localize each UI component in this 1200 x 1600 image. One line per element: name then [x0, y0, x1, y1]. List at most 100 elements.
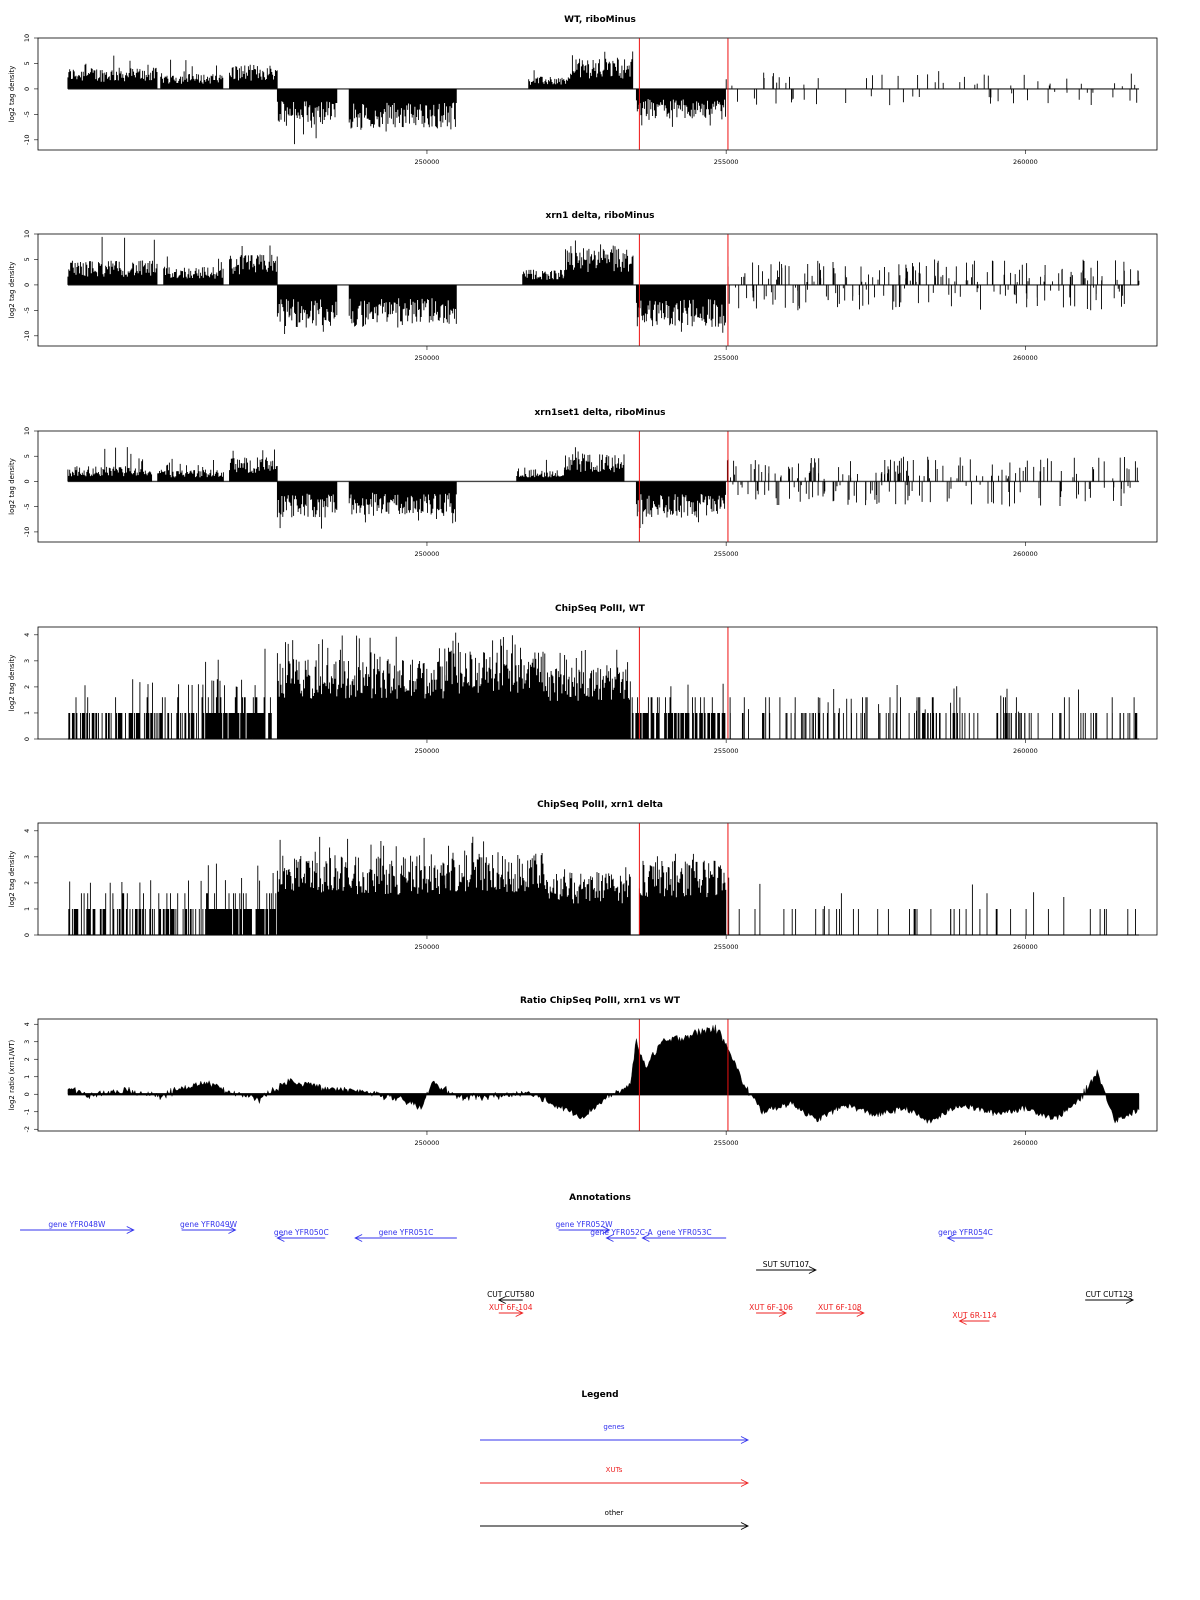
arrow-head — [856, 1309, 865, 1317]
x-tick-label: 260000 — [1013, 747, 1038, 755]
feature-xut-6f-104: XUT 6F-104 — [489, 1303, 533, 1317]
y-axis-label: log2 tag density — [8, 262, 16, 319]
legend-label: other — [605, 1509, 624, 1517]
x-axis: 250000 255000 260000 — [415, 935, 1038, 951]
legend-arrow — [480, 1522, 750, 1530]
data-series — [67, 236, 1140, 334]
data-series — [67, 836, 1140, 936]
arrow-head — [641, 1234, 650, 1242]
arrow-head — [740, 1522, 750, 1530]
feature-gene-yfr051c: gene YFR051C — [354, 1228, 457, 1242]
x-tick-label: 255000 — [714, 158, 739, 166]
y-tick-label: -5 — [23, 307, 31, 313]
x-tick-label: 260000 — [1013, 550, 1038, 558]
legend-entry-xuts: XUTs — [480, 1466, 750, 1487]
arrow-head — [497, 1296, 506, 1304]
x-tick-label: 255000 — [714, 550, 739, 558]
x-axis: 250000 255000 260000 — [415, 542, 1038, 558]
feature-label: XUT 6R-114 — [952, 1311, 997, 1320]
y-tick-label: 1 — [23, 711, 31, 715]
tag-density-bars — [67, 447, 1138, 529]
legend-label: genes — [603, 1423, 624, 1431]
feature-arrow — [605, 1234, 637, 1242]
feature-xut-6f-108: XUT 6F-108 — [815, 1303, 865, 1317]
plot-frame — [37, 1018, 1158, 1132]
y-tick-label: 5 — [23, 257, 31, 261]
x-axis: 250000 255000 260000 — [415, 346, 1038, 362]
tag-density-bars — [68, 836, 1136, 935]
feature-arrow — [354, 1234, 457, 1242]
ratio-area — [67, 1024, 1140, 1125]
x-tick-label: 260000 — [1013, 1139, 1038, 1147]
arrow-head — [354, 1234, 363, 1242]
arrow-head — [605, 1234, 614, 1242]
arrow-head — [778, 1309, 788, 1317]
y-tick-label: 10 — [23, 230, 31, 238]
feature-label: gene YFR050C — [274, 1228, 329, 1237]
y-tick-label: -10 — [23, 527, 31, 538]
tag-density-bars — [67, 236, 1140, 334]
y-axis: 0 1 2 3 4 log2 tag density — [8, 829, 38, 937]
feature-arrow — [756, 1266, 817, 1274]
y-tick-label: 4 — [23, 829, 31, 833]
y-tick-label: 2 — [23, 881, 31, 885]
tag-density-bars — [68, 632, 1138, 739]
legend-panel: Legend genes XUTs other — [480, 1390, 750, 1530]
panel-3: xrn1set1 delta, riboMinus -10 -5 0 5 10 log2 t… — [8, 408, 1158, 558]
arrow-head — [958, 1317, 967, 1325]
data-series — [67, 51, 1140, 145]
arrow-head — [1125, 1296, 1135, 1304]
arrow-head — [276, 1234, 285, 1242]
feature-arrow — [815, 1309, 865, 1317]
feature-cut-cut123: CUT CUT123 — [1085, 1290, 1135, 1304]
y-tick-label: -5 — [23, 503, 31, 509]
feature-cut-cut580: CUT CUT580 — [487, 1290, 535, 1304]
feature-arrow — [958, 1317, 990, 1325]
feature-gene-yfr052w: gene YFR052W — [556, 1220, 614, 1234]
arrow-head — [740, 1479, 750, 1487]
feature-gene-yfr050c: gene YFR050C — [274, 1228, 329, 1242]
legend-arrow — [480, 1479, 750, 1487]
x-axis: 250000 255000 260000 — [415, 1131, 1038, 1147]
y-tick-label: 4 — [23, 633, 31, 637]
x-tick-label: 250000 — [415, 158, 440, 166]
panel-title: xrn1 delta, riboMinus — [546, 211, 655, 221]
y-axis-label: log2 tag density — [8, 851, 16, 908]
tag-density-bars — [67, 51, 1138, 145]
arrow-head — [602, 1226, 611, 1234]
x-tick-label: 255000 — [714, 1139, 739, 1147]
y-tick-label: 0 — [23, 283, 31, 287]
y-tick-label: 1 — [23, 907, 31, 911]
x-tick-label: 255000 — [714, 943, 739, 951]
plot-frame — [37, 37, 1158, 151]
y-axis: -2 -1 0 1 2 3 4 log2 ratio (xrn1/WT) — [8, 1022, 38, 1132]
panel-6: Ratio ChipSeq PolII, xrn1 vs WT -2 -1 0 1 2 3 4… — [8, 996, 1158, 1147]
data-series — [67, 1024, 1140, 1125]
arrow-head — [946, 1234, 955, 1242]
data-series — [67, 447, 1140, 529]
feature-label: gene YFR052W — [556, 1220, 614, 1229]
feature-sut-sut107: SUT SUT107 — [756, 1260, 817, 1274]
x-axis: 250000 255000 260000 — [415, 739, 1038, 755]
legend-title: Legend — [581, 1390, 618, 1400]
panel-5: ChipSeq PolII, xrn1 delta 0 1 2 3 4 log2 tag d… — [8, 800, 1158, 951]
feature-gene-yfr048w: gene YFR048W — [20, 1220, 135, 1234]
y-tick-label: 2 — [23, 1057, 31, 1061]
plot-frame — [37, 430, 1158, 543]
feature-label: gene YFR051C — [379, 1228, 434, 1237]
arrow-head — [515, 1309, 524, 1317]
y-axis-label: log2 tag density — [8, 458, 16, 515]
legend-label: XUTs — [606, 1466, 623, 1474]
y-axis: -10 -5 0 5 10 log2 tag density — [8, 230, 38, 341]
plot-frame — [37, 233, 1158, 347]
y-axis: 0 1 2 3 4 log2 tag density — [8, 633, 38, 741]
x-tick-label: 250000 — [415, 550, 440, 558]
feature-arrow — [498, 1309, 524, 1317]
y-tick-label: 2 — [23, 685, 31, 689]
x-tick-label: 260000 — [1013, 354, 1038, 362]
panel-1: WT, riboMinus -10 -5 0 5 10 log2 tag density 25… — [8, 15, 1158, 166]
panel-2: xrn1 delta, riboMinus -10 -5 0 5 10 log2 tag d… — [8, 211, 1158, 362]
arrow-head — [228, 1226, 237, 1234]
feature-label: SUT SUT107 — [763, 1260, 810, 1269]
y-axis: -10 -5 0 5 10 log2 tag density — [8, 34, 38, 145]
